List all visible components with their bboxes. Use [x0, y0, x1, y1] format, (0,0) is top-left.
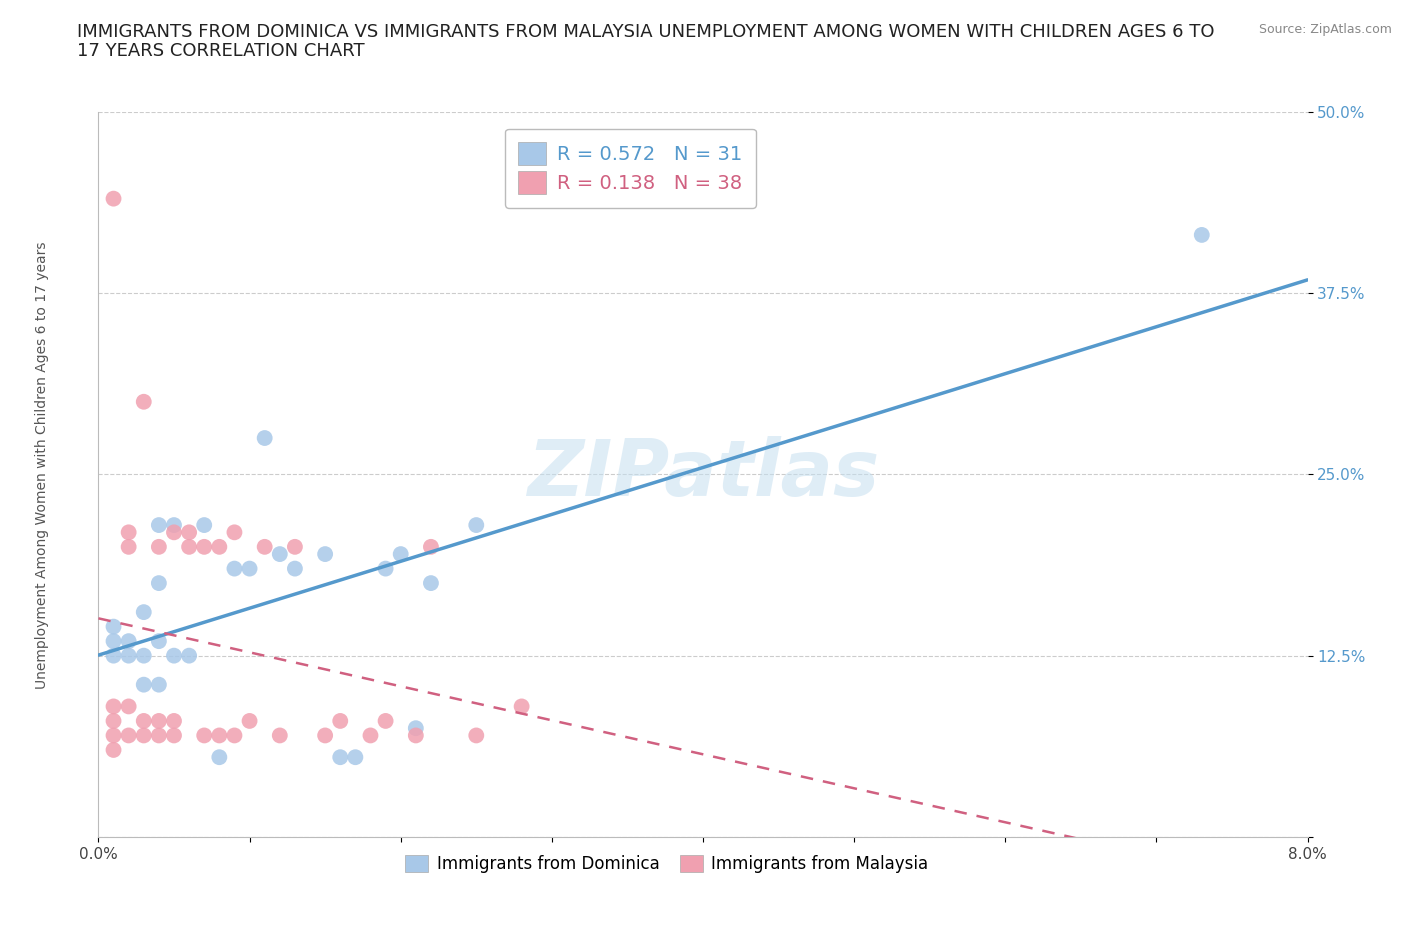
Point — [103, 742, 125, 757]
Point — [163, 713, 186, 728]
Point — [103, 713, 125, 728]
Point — [118, 525, 141, 539]
Point — [465, 728, 488, 743]
Text: Unemployment Among Women with Children Ages 6 to 17 years: Unemployment Among Women with Children A… — [35, 241, 49, 689]
Point — [465, 518, 488, 533]
Point — [284, 539, 307, 554]
Point — [1191, 228, 1213, 243]
Point — [118, 539, 141, 554]
Text: Source: ZipAtlas.com: Source: ZipAtlas.com — [1258, 23, 1392, 36]
Point — [224, 525, 246, 539]
Point — [103, 728, 125, 743]
Legend: Immigrants from Dominica, Immigrants from Malaysia: Immigrants from Dominica, Immigrants fro… — [398, 848, 935, 880]
Point — [163, 518, 186, 533]
Point — [132, 728, 155, 743]
Point — [163, 728, 186, 743]
Point — [510, 699, 533, 714]
Point — [224, 728, 246, 743]
Text: ZIPatlas: ZIPatlas — [527, 436, 879, 512]
Point — [420, 576, 443, 591]
Point — [103, 192, 125, 206]
Point — [314, 728, 336, 743]
Point — [253, 431, 276, 445]
Point — [132, 394, 155, 409]
Point — [148, 713, 170, 728]
Point — [239, 713, 262, 728]
Point — [179, 648, 201, 663]
Point — [360, 728, 382, 743]
Point — [239, 561, 262, 576]
Point — [284, 561, 307, 576]
Point — [208, 750, 231, 764]
Point — [193, 539, 215, 554]
Point — [118, 728, 141, 743]
Point — [314, 547, 336, 562]
Point — [374, 713, 396, 728]
Point — [163, 525, 186, 539]
Point — [132, 604, 155, 619]
Point — [103, 648, 125, 663]
Point — [163, 648, 186, 663]
Point — [103, 633, 125, 648]
Point — [103, 699, 125, 714]
Point — [179, 539, 201, 554]
Point — [132, 713, 155, 728]
Point — [148, 633, 170, 648]
Text: IMMIGRANTS FROM DOMINICA VS IMMIGRANTS FROM MALAYSIA UNEMPLOYMENT AMONG WOMEN WI: IMMIGRANTS FROM DOMINICA VS IMMIGRANTS F… — [77, 23, 1215, 41]
Point — [224, 561, 246, 576]
Point — [193, 728, 215, 743]
Point — [118, 633, 141, 648]
Point — [148, 728, 170, 743]
Point — [253, 539, 276, 554]
Point — [329, 713, 352, 728]
Point — [193, 518, 215, 533]
Point — [405, 728, 427, 743]
Point — [344, 750, 367, 764]
Point — [148, 576, 170, 591]
Point — [208, 539, 231, 554]
Point — [389, 547, 412, 562]
Point — [148, 539, 170, 554]
Point — [148, 518, 170, 533]
Point — [132, 648, 155, 663]
Point — [405, 721, 427, 736]
Point — [208, 728, 231, 743]
Text: 17 YEARS CORRELATION CHART: 17 YEARS CORRELATION CHART — [77, 42, 366, 60]
Point — [329, 750, 352, 764]
Point — [118, 699, 141, 714]
Point — [148, 677, 170, 692]
Point — [420, 539, 443, 554]
Point — [118, 648, 141, 663]
Point — [132, 677, 155, 692]
Point — [103, 619, 125, 634]
Point — [269, 728, 291, 743]
Point — [374, 561, 396, 576]
Point — [179, 525, 201, 539]
Point — [269, 547, 291, 562]
